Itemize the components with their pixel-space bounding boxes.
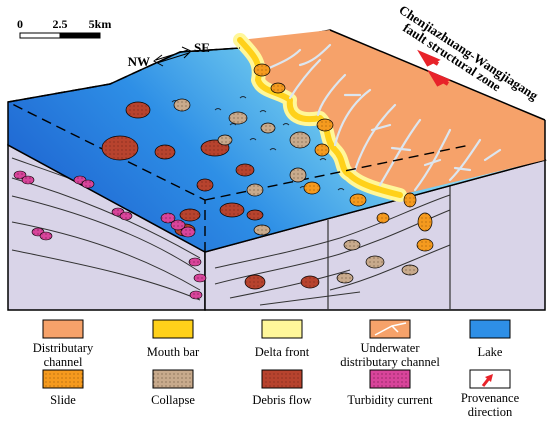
legend-label-collapse: Collapse [151,393,195,407]
orientation-indicator: NW SE [128,40,210,69]
legend-swatch-lake [469,319,511,339]
hidden-edge [7,101,471,252]
legend-label-distributary-line2: channel [44,355,83,369]
scale-bar: 0 2.5 5km [17,17,112,39]
legend-label-turbidity-current: Turbidity current [347,393,433,407]
legend-label-debris-flow: Debris flow [252,393,311,407]
delta-plain [240,30,545,195]
legend-swatch-debris-flow [261,369,303,389]
legend-label-slide: Slide [50,393,76,407]
scale-tick-2: 5km [89,17,112,31]
turbidity-current-bodies [13,170,207,300]
legend-swatch-distributary-channel [42,319,84,339]
orientation-nw: NW [128,54,150,69]
legend-label-provenance-line1: Provenance [461,391,520,405]
legend-swatch-underwater-channel [369,319,411,339]
double-arrow-icon [153,46,192,67]
legend-swatch-collapse [152,369,194,389]
legend: Distributary channel Mouth bar Delta fro… [33,319,520,419]
fault-lines [327,186,451,310]
scale-tick-1: 2.5 [53,17,68,31]
scale-tick-0: 0 [17,17,23,31]
slide-bodies [253,63,434,252]
collapse-bodies [173,98,419,284]
orientation-se: SE [194,40,210,55]
legend-swatch-mouth-bar [152,319,194,339]
delta-front-rim [233,33,407,202]
legend-label-distributary-line1: Distributary [33,341,94,355]
legend-label-mouth-bar: Mouth bar [147,345,200,359]
wave-marks [171,96,345,191]
legend-swatch-slide [42,369,84,389]
legend-label-lake: Lake [478,345,503,359]
legend-label-underwater-line2: distributary channel [340,355,440,369]
legend-label-underwater-line1: Underwater [361,341,421,355]
legend-swatch-provenance [469,369,511,389]
legend-label-provenance-line2: direction [468,405,513,419]
red-arrow-icon [485,374,493,382]
debris-flow-bodies [101,101,320,290]
legend-swatch-turbidity-current [369,369,411,389]
legend-label-delta-front: Delta front [255,345,310,359]
provenance-arrow-icons [417,49,451,87]
legend-swatch-delta-front [261,319,303,339]
